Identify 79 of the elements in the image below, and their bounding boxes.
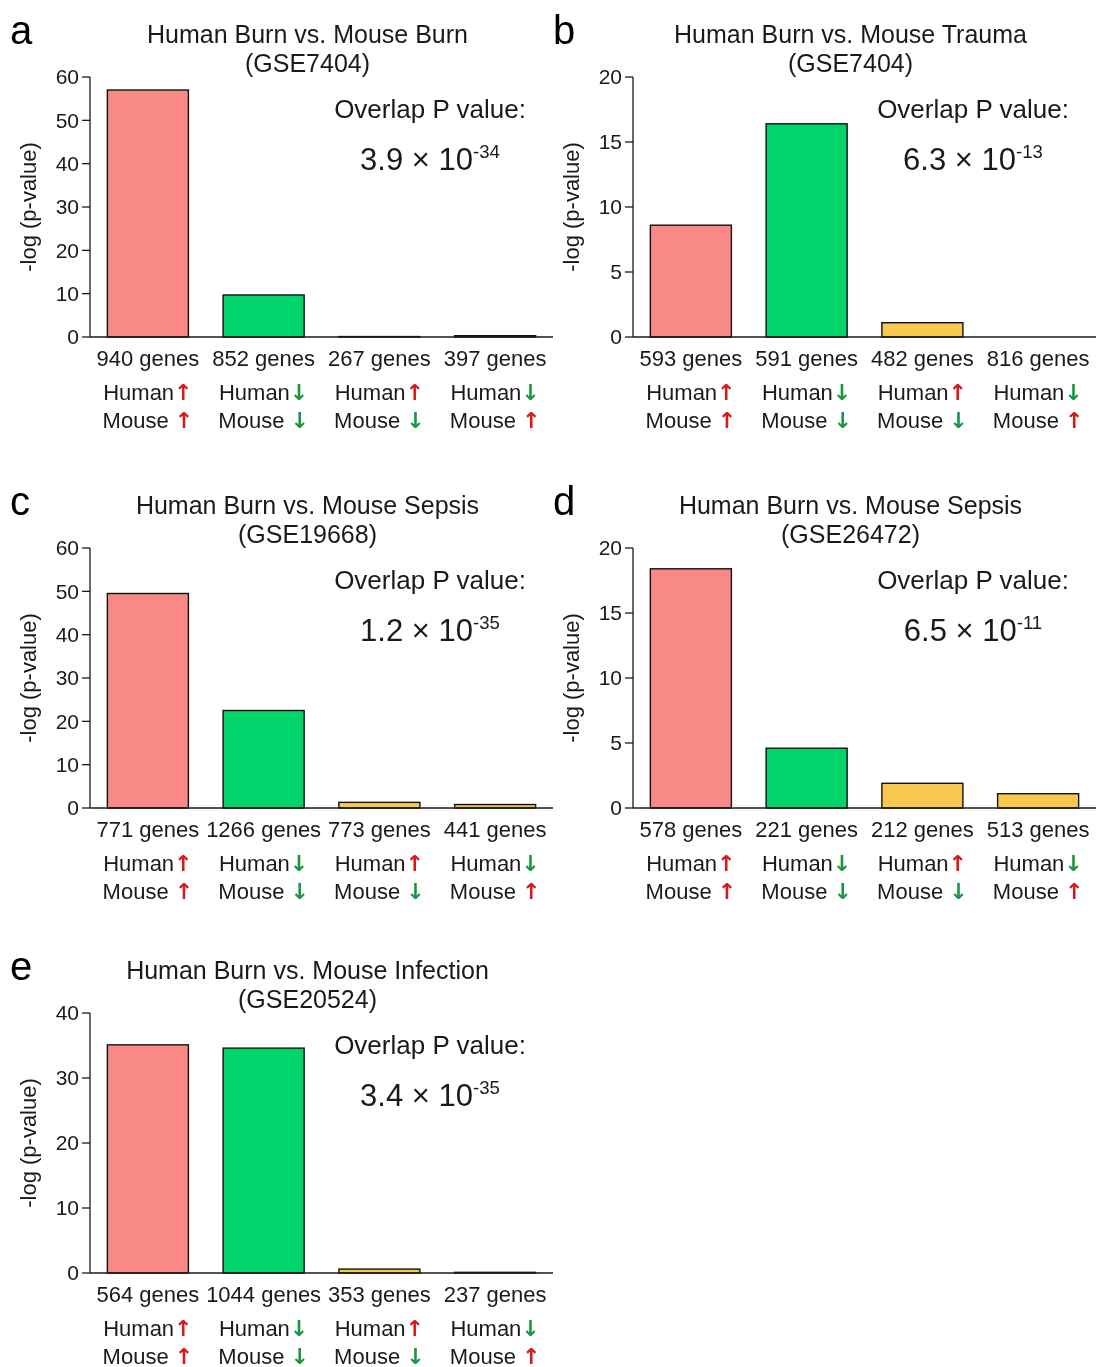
y-tick-label: 10 [55,282,79,306]
y-tick-label: 40 [55,152,79,176]
x-tick-label: 564 genes Human↑ Mouse ↑ [96,1282,200,1367]
annotation: Overlap P value: [334,1030,526,1060]
y-tick-label: 20 [55,709,79,733]
y-tick-label: 30 [55,666,79,690]
y-tick-label: 15 [598,130,622,154]
y-tick-label: 15 [598,601,622,625]
annotation: 3.9 × 10$^{-34}$ [360,141,500,177]
y-tick-label: 5 [610,260,622,284]
x-tick-label: 940 genes Human↑ Mouse ↑ [96,346,200,433]
y-tick-label: 20 [55,1131,79,1155]
text: d [553,479,576,523]
y-axis-title: -log (p-value) [16,142,41,272]
annotation: 6.3 × 10$^{-13}$ [903,141,1043,177]
y-axis-title: -log (p-value) [559,142,584,272]
y-tick-label: 0 [67,325,79,349]
x-tick-label: 441 genes Human↓ Mouse ↑ [443,817,547,904]
x-tick-label: 221 genes Human↓ Mouse ↓ [755,817,859,904]
annotation: 6.5 × 10$^{-11}$ [903,612,1043,648]
x-tick-label: 593 genes Human↑ Mouse ↑ [639,346,743,433]
chart-title: Human Burn vs. Mouse Trauma [674,20,1028,48]
x-tick-label: 578 genes Human↑ Mouse ↑ [639,817,743,904]
y-tick-label: 40 [55,1001,79,1025]
y-tick-label: 10 [598,666,622,690]
y-tick-label: 0 [67,1261,79,1285]
text: c [10,479,30,523]
y-tick-label: 0 [610,796,622,820]
x-tick-label: 397 genes Human↓ Mouse ↑ [443,346,547,433]
y-tick-label: 30 [55,1066,79,1090]
y-tick-label: 20 [55,238,79,262]
y-tick-label: 40 [55,623,79,647]
x-tick-label: 267 genes Human↑ Mouse ↓ [327,346,431,433]
x-tick-label: 513 genes Human↓ Mouse ↑ [986,817,1090,904]
chart-subtitle: (GSE7404) [787,49,914,77]
y-tick-label: 50 [55,579,79,603]
y-tick-label: 10 [598,195,622,219]
x-tick-label: 482 genes Human↑ Mouse ↓ [870,346,974,433]
x-tick-label: 852 genes Human↓ Mouse ↓ [212,346,316,433]
text: b [553,8,576,52]
y-axis-title: -log (p-value) [559,613,584,743]
annotation: 1.2 × 10$^{-35}$ [360,612,500,648]
y-tick-label: 10 [55,753,79,777]
text: a [10,8,33,52]
x-tick-label: 771 genes Human↑ Mouse ↑ [96,817,200,904]
y-tick-label: 20 [598,65,622,89]
y-tick-label: 60 [55,536,79,560]
annotation: Overlap P value: [334,94,526,124]
y-tick-label: 50 [55,108,79,132]
chart-title: Human Burn vs. Mouse Sepsis [678,491,1023,519]
y-tick-label: 0 [67,796,79,820]
x-tick-label: 591 genes Human↓ Mouse ↓ [755,346,859,433]
annotation: Overlap P value: [877,565,1069,595]
y-tick-label: 60 [55,65,79,89]
chart-title: Human Burn vs. Mouse Burn [147,20,468,48]
x-tick-label: 212 genes Human↑ Mouse ↓ [870,817,974,904]
y-tick-label: 20 [598,536,622,560]
chart-subtitle: (GSE19668) [238,520,377,548]
chart-title: Human Burn vs. Mouse Sepsis [135,491,480,519]
y-tick-label: 30 [55,195,79,219]
y-tick-label: 0 [610,325,622,349]
chart-subtitle: (GSE20524) [238,985,377,1013]
x-tick-label: 773 genes Human↑ Mouse ↓ [327,817,431,904]
x-tick-label: 816 genes Human↓ Mouse ↑ [986,346,1090,433]
chart-subtitle: (GSE26472) [781,520,920,548]
x-tick-label: 1266 genes Human↓ Mouse ↓ [206,817,322,904]
x-tick-label: 353 genes Human↑ Mouse ↓ [327,1282,431,1367]
annotation: 3.4 × 10$^{-35}$ [360,1077,500,1113]
y-tick-label: 5 [610,731,622,755]
y-axis-title: -log (p-value) [16,613,41,743]
annotation: Overlap P value: [334,565,526,595]
chart-subtitle: (GSE7404) [244,49,371,77]
text: e [10,944,33,988]
x-tick-label: 1044 genes Human↓ Mouse ↓ [206,1282,322,1367]
x-tick-label: 237 genes Human↓ Mouse ↑ [443,1282,547,1367]
y-tick-label: 10 [55,1196,79,1220]
y-axis-title: -log (p-value) [16,1078,41,1208]
chart-title: Human Burn vs. Mouse Infection [126,956,489,984]
annotation: Overlap P value: [877,94,1069,124]
